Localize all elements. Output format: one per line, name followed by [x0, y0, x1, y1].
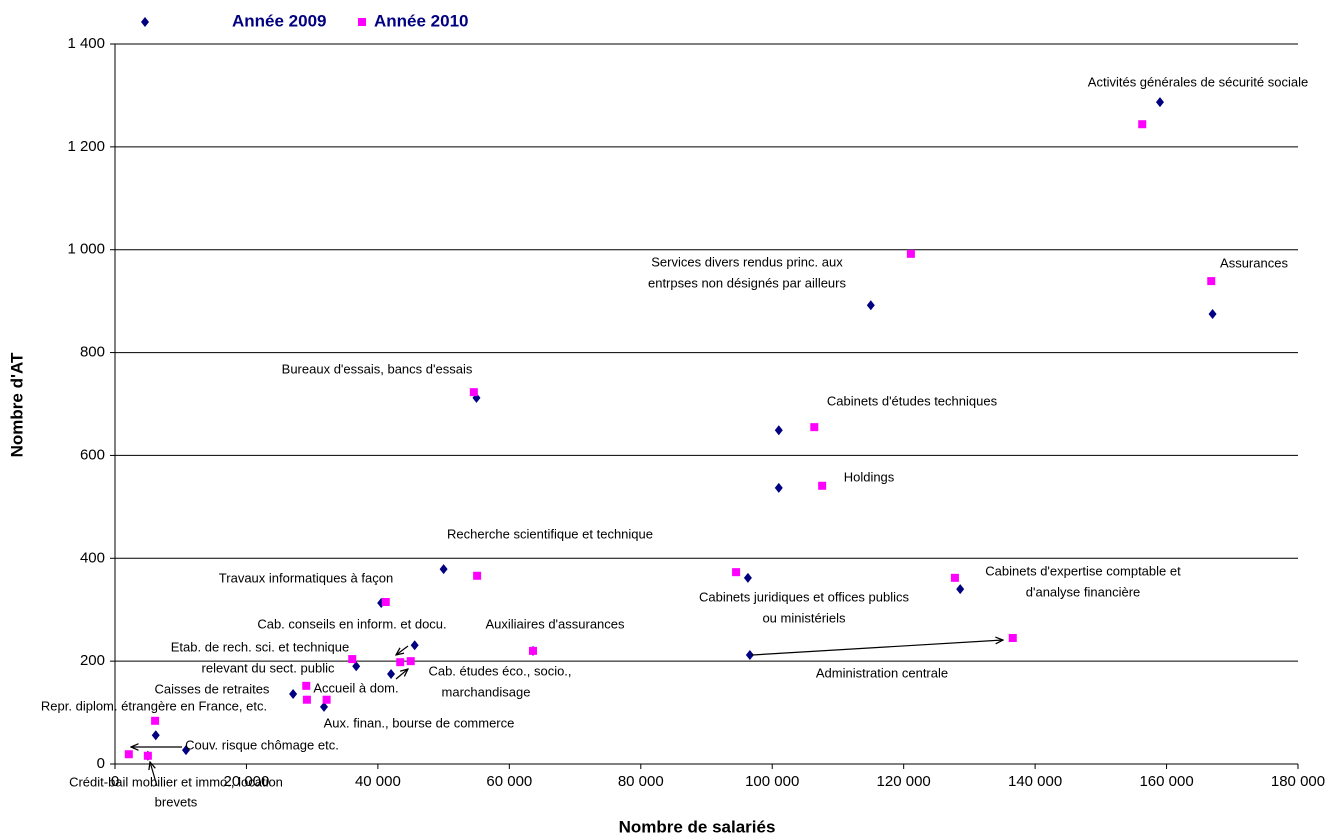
- point: [745, 649, 754, 660]
- annotation: entrpses non désignés par ailleurs: [648, 275, 847, 290]
- arrow: [751, 640, 1003, 656]
- point: [473, 571, 482, 580]
- point: [956, 584, 965, 595]
- annotation: Services divers rendus princ. aux: [651, 254, 843, 269]
- point: [1207, 277, 1216, 286]
- annotation: Cab. conseils en inform. et docu.: [257, 616, 446, 631]
- arrows: [131, 640, 1003, 787]
- point: [732, 568, 741, 577]
- annotation: Auxiliaires d'assurances: [485, 616, 625, 631]
- x-tick-label: 40 000: [355, 773, 401, 790]
- point: [143, 751, 152, 760]
- annotation: Holdings: [844, 469, 895, 484]
- y-axis-title: Nombre d'AT: [7, 352, 26, 457]
- x-tick-label: 100 000: [745, 773, 799, 790]
- annotation: relevant du sect. public: [202, 660, 335, 675]
- y-tick-label: 1 400: [67, 35, 105, 52]
- annotation: Couv. risque chômage etc.: [185, 737, 339, 752]
- point: [743, 572, 752, 583]
- annotation: marchandisage: [442, 684, 531, 699]
- point: [1208, 309, 1217, 319]
- point: [439, 564, 448, 575]
- annotation: Caisses de retraites: [155, 681, 270, 696]
- point: [387, 669, 396, 679]
- legend-label: Année 2009: [232, 11, 327, 30]
- point: [906, 249, 915, 258]
- x-tick-label: 120 000: [877, 773, 931, 790]
- point: [406, 657, 415, 666]
- arrow: [150, 762, 158, 787]
- point: [1008, 634, 1017, 642]
- point: [181, 745, 190, 756]
- point: [818, 481, 827, 490]
- point: [322, 695, 331, 704]
- annotation: d'analyse financière: [1026, 584, 1141, 599]
- annotation: brevets: [155, 794, 198, 809]
- legend-marker: [141, 17, 149, 27]
- y-tick-label: 1 200: [67, 138, 105, 155]
- y-tick-label: 600: [80, 446, 105, 463]
- point: [774, 425, 783, 436]
- annotation: Etab. de rech. sci. et technique: [171, 639, 350, 654]
- point: [289, 689, 298, 700]
- annotation: Cabinets juridiques et offices publics: [699, 589, 910, 604]
- point: [1155, 97, 1164, 108]
- y-tick-label: 800: [80, 344, 105, 361]
- annotation: ou ministériels: [762, 610, 846, 625]
- annotation: Recherche scientifique et technique: [447, 526, 653, 541]
- point: [1138, 120, 1147, 129]
- annotation: Repr. diplom. étrangère en France, etc.: [41, 698, 267, 713]
- point: [410, 640, 419, 651]
- point: [352, 661, 361, 672]
- x-tick-label: 180 000: [1271, 773, 1325, 790]
- point: [469, 388, 478, 397]
- point: [381, 598, 390, 606]
- point: [774, 482, 783, 493]
- point: [151, 716, 160, 725]
- y-tick-label: 0: [97, 755, 105, 772]
- y-tick-label: 200: [80, 652, 105, 669]
- x-tick-label: 80 000: [618, 773, 664, 790]
- x-tick-label: 140 000: [1008, 773, 1062, 790]
- legend-marker: [358, 18, 366, 26]
- point: [950, 573, 959, 582]
- point: [396, 658, 405, 667]
- annotation: Accueil à dom.: [313, 680, 398, 695]
- arrow: [395, 669, 408, 680]
- legend-label: Année 2010: [374, 11, 469, 30]
- annotation: Cab. études éco., socio.,: [428, 663, 571, 678]
- annotation: Aux. finan., bourse de commerce: [324, 715, 515, 730]
- annotation: Cabinets d'expertise comptable et: [985, 563, 1181, 578]
- annotation: Assurances: [1220, 255, 1288, 270]
- annotation: Bureaux d'essais, bancs d'essais: [282, 361, 473, 376]
- annotation: Cabinets d'études techniques: [827, 393, 998, 408]
- point: [302, 681, 311, 690]
- point: [348, 655, 357, 664]
- x-tick-label: 160 000: [1139, 773, 1193, 790]
- annotation: Administration centrale: [816, 665, 948, 680]
- x-tick-label: 60 000: [486, 773, 532, 790]
- point: [866, 300, 875, 311]
- point: [302, 695, 311, 704]
- x-axis-title: Nombre de salariés: [619, 817, 776, 836]
- annotation: Crédit-bail mobilier et immo., location: [69, 774, 283, 789]
- annotation: Activités générales de sécurité sociale: [1088, 74, 1308, 89]
- x-tick-label: 20 000: [223, 773, 269, 790]
- point: [528, 646, 537, 655]
- point: [124, 750, 133, 759]
- point: [151, 730, 160, 741]
- y-tick-label: 1 000: [67, 241, 105, 258]
- y-tick-label: 400: [80, 549, 105, 566]
- x-tick-label: 0: [111, 773, 119, 790]
- point: [319, 701, 328, 712]
- annotation: Travaux informatiques à façon: [219, 570, 393, 585]
- arrow: [396, 645, 409, 655]
- point: [810, 423, 819, 432]
